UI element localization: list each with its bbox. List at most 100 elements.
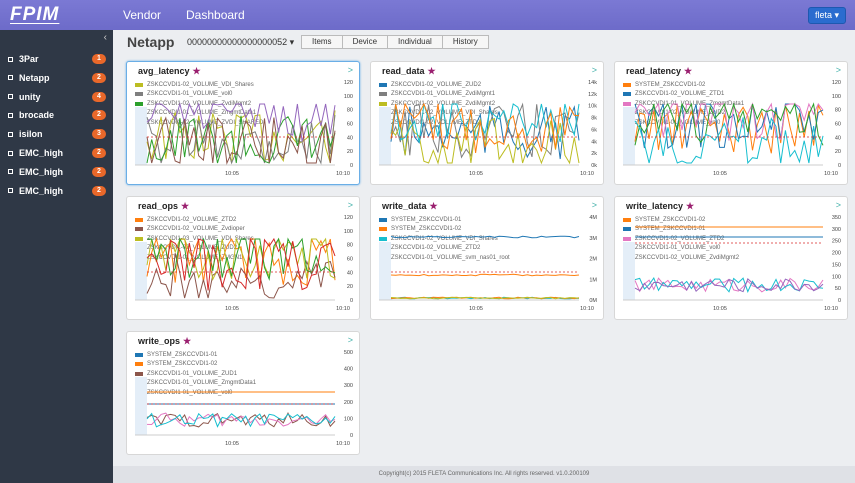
panel-read-data[interactable]: read_data ★ > ZSKCCVDI1-02_VOLUME_ZUD2 ZSKCC…: [370, 61, 604, 185]
tab-history[interactable]: History: [442, 35, 489, 49]
legend-item[interactable]: ZSKCCVDI1-02_VOLUME_ZTD1: [623, 90, 744, 100]
device-serial-dropdown[interactable]: 00000000000000000052 ▾: [187, 37, 295, 47]
x-tick-label: 10:05: [713, 306, 727, 312]
sidebar-item-3par[interactable]: 3Par 1: [0, 51, 113, 67]
selection-band: [623, 107, 635, 165]
legend-item[interactable]: ZSKCCVDI1-01_VOLUME_ZUD1: [135, 369, 256, 379]
legend-item[interactable]: ZSKCCVDI1-02_VOLUME_VDI_Shares: [379, 234, 510, 244]
x-tick-label: 10:10: [824, 306, 838, 312]
line-chart[interactable]: 500 400 300 200 100 0 10:05 10:10: [127, 332, 361, 456]
x-tick-label: 10:05: [469, 171, 483, 177]
legend-item[interactable]: ZSKCCVDI1-02_VOLUME_ZTD2: [623, 234, 739, 244]
selection-band: [379, 107, 391, 165]
y-tick-label: 40: [835, 135, 841, 141]
sidebar-item-emc-high[interactable]: EMC_high 2: [0, 164, 113, 180]
legend-item[interactable]: SYSTEM_ZSKCCVDI1-01: [379, 215, 510, 225]
legend-item[interactable]: ZSKCCVDI1-02_VOLUME_Zvdioper: [135, 225, 254, 235]
legend-item[interactable]: ZSKCCVDI1-03_VOLUME_VDI_Shares: [135, 234, 254, 244]
legend-label: ZSKCCVDI1-01_VOLUME_vol0: [147, 91, 233, 98]
sidebar-item-unity[interactable]: unity 4: [0, 89, 113, 105]
legend-item[interactable]: ZSKCCVDI1-01_VOLUME_ZvdiMgmt1: [379, 90, 498, 100]
panel-avg-latency[interactable]: avg_latency ★ > ZSKCCVDI1-02_VOLUME_VDI_Sha…: [126, 61, 360, 185]
panel-read-latency[interactable]: read_latency ★ > SYSTEM_ZSKCCVDI1-02 ZSKCCVD…: [614, 61, 848, 185]
legend-item[interactable]: SYSTEM_ZSKCCVDI1-02: [379, 225, 510, 235]
legend-label: ZSKCCVDI1-01_VOLUME_svm_nas01_root: [391, 254, 510, 261]
sidebar-item-netapp[interactable]: Netapp 2: [0, 70, 113, 86]
sidebar-item-emc-high[interactable]: EMC_high 2: [0, 183, 113, 199]
line-chart[interactable]: 120 100 80 60 40 20 0 10:05 10:10: [127, 197, 361, 321]
expand-panel-icon[interactable]: >: [347, 335, 353, 345]
series-line: [146, 116, 336, 165]
legend-item[interactable]: ZSKCCVDI1-02_VOLUME_ZTD2: [135, 215, 254, 225]
legend-swatch: [135, 92, 143, 97]
y-tick-label: 40: [347, 135, 353, 141]
expand-panel-icon[interactable]: >: [835, 65, 841, 75]
legend-item[interactable]: SYSTEM_ZSKCCVDI1-02: [135, 360, 256, 370]
legend-swatch: [623, 227, 631, 232]
panel-write-data[interactable]: write_data ★ > SYSTEM_ZSKCCVDI1-01 SYSTEM_ZS…: [370, 196, 604, 320]
legend-label: ZSKCCVDI1-01_VOLUME_ZmgmtData1: [635, 100, 745, 107]
series-line: [146, 237, 336, 286]
legend-swatch: [135, 352, 143, 357]
favorite-star-icon[interactable]: ★: [684, 66, 693, 76]
favorite-star-icon[interactable]: ★: [429, 201, 438, 211]
series-line: [146, 411, 336, 428]
y-tick-label: 500: [344, 350, 353, 356]
legend-label: ZSKCCVDI1-02_VOLUME_ZTD1: [635, 91, 725, 98]
expand-panel-icon[interactable]: >: [347, 65, 353, 75]
legend-item[interactable]: ZSKCCVDI1-02_VOLUME_VDI_Shares: [135, 80, 263, 90]
favorite-star-icon[interactable]: ★: [686, 201, 695, 211]
y-tick-label: 8k: [591, 116, 597, 122]
tab-device[interactable]: Device: [342, 35, 389, 49]
user-menu-button[interactable]: fleta ▾: [807, 7, 846, 24]
nav-dashboard[interactable]: Dashboard: [186, 8, 245, 22]
legend-item[interactable]: SYSTEM_ZSKCCVDI1-01: [135, 350, 256, 360]
legend-label: ZSKCCVDI1-02_VOLUME_ZTD2: [147, 216, 237, 223]
tab-items[interactable]: Items: [301, 35, 343, 49]
sidebar-item-isilon[interactable]: isilon 3: [0, 126, 113, 142]
legend-item[interactable]: ZSKCCVDI1-02_VOLUME_ZvdiMgmt2: [379, 99, 498, 109]
nav-vendor[interactable]: Vendor: [123, 8, 162, 22]
favorite-star-icon[interactable]: ★: [427, 66, 436, 76]
legend-swatch: [135, 82, 143, 87]
line-chart[interactable]: 350 300 250 200 150 100 50 0 10:05 10:10: [615, 197, 849, 321]
legend-item[interactable]: ZSKCCVDI1-01_VOLUME_vol0: [135, 90, 263, 100]
y-tick-label: 100: [344, 416, 353, 422]
legend-item[interactable]: ZSKCCVDI1-01_VOLUME_ZmgmtData1: [623, 99, 744, 109]
expand-panel-icon[interactable]: >: [347, 200, 353, 210]
legend-label: ZSKCCVDI1-01_VOLUME_ZvdiMgmt1: [391, 91, 496, 98]
line-chart[interactable]: 4M 3M 2M 1M 0M 10:05 10:10: [371, 197, 605, 321]
tab-individual[interactable]: Individual: [388, 35, 443, 49]
favorite-star-icon[interactable]: ★: [183, 336, 192, 346]
panel-write-ops[interactable]: write_ops ★ > SYSTEM_ZSKCCVDI1-01 SYSTEM_ZSK…: [126, 331, 360, 455]
legend-label: SYSTEM_ZSKCCVDI1-02: [391, 226, 462, 233]
app-logo[interactable]: FPIM: [10, 4, 60, 25]
series-line: [634, 102, 824, 141]
y-tick-label: 0M: [589, 298, 597, 304]
sidebar-item-label: EMC_high: [19, 185, 63, 196]
line-chart[interactable]: 120 100 80 60 40 20 0 10:05 10:10: [127, 62, 361, 186]
favorite-star-icon[interactable]: ★: [192, 66, 201, 76]
legend-label: ZSKCCVDI1-02_VOLUME_ZvdiMgmt2: [635, 254, 740, 261]
legend-swatch: [623, 236, 631, 241]
line-chart[interactable]: 14k 12k 10k 8k 6k 4k 2k 0k 10:05 10:10: [371, 62, 605, 186]
panel-write-latency[interactable]: write_latency ★ > SYSTEM_ZSKCCVDI1-02 SYSTEM…: [614, 196, 848, 320]
collapse-sidebar-icon[interactable]: ‹: [103, 32, 107, 43]
selection-band: [379, 242, 391, 300]
line-chart[interactable]: 120 100 80 60 40 20 0 10:05 10:10: [615, 62, 849, 186]
expand-panel-icon[interactable]: >: [591, 200, 597, 210]
favorite-star-icon[interactable]: ★: [181, 201, 190, 211]
expand-panel-icon[interactable]: >: [835, 200, 841, 210]
expand-icon: [8, 169, 13, 175]
sidebar-item-emc-high[interactable]: EMC_high 2: [0, 145, 113, 161]
legend-item[interactable]: SYSTEM_ZSKCCVDI1-01: [623, 225, 739, 235]
y-tick-label: 150: [832, 262, 841, 268]
sidebar-item-brocade[interactable]: brocade 2: [0, 107, 113, 123]
legend-item[interactable]: SYSTEM_ZSKCCVDI1-02: [623, 80, 744, 90]
legend-label: ZSKCCVDI1-03_VOLUME_VDI_Shares: [147, 235, 254, 242]
legend-item[interactable]: ZSKCCVDI1-02_VOLUME_ZUD2: [379, 80, 498, 90]
legend-item[interactable]: SYSTEM_ZSKCCVDI1-02: [623, 215, 739, 225]
expand-panel-icon[interactable]: >: [591, 65, 597, 75]
legend-swatch: [623, 82, 631, 87]
panel-read-ops[interactable]: read_ops ★ > ZSKCCVDI1-02_VOLUME_ZTD2 ZSKCCV…: [126, 196, 360, 320]
